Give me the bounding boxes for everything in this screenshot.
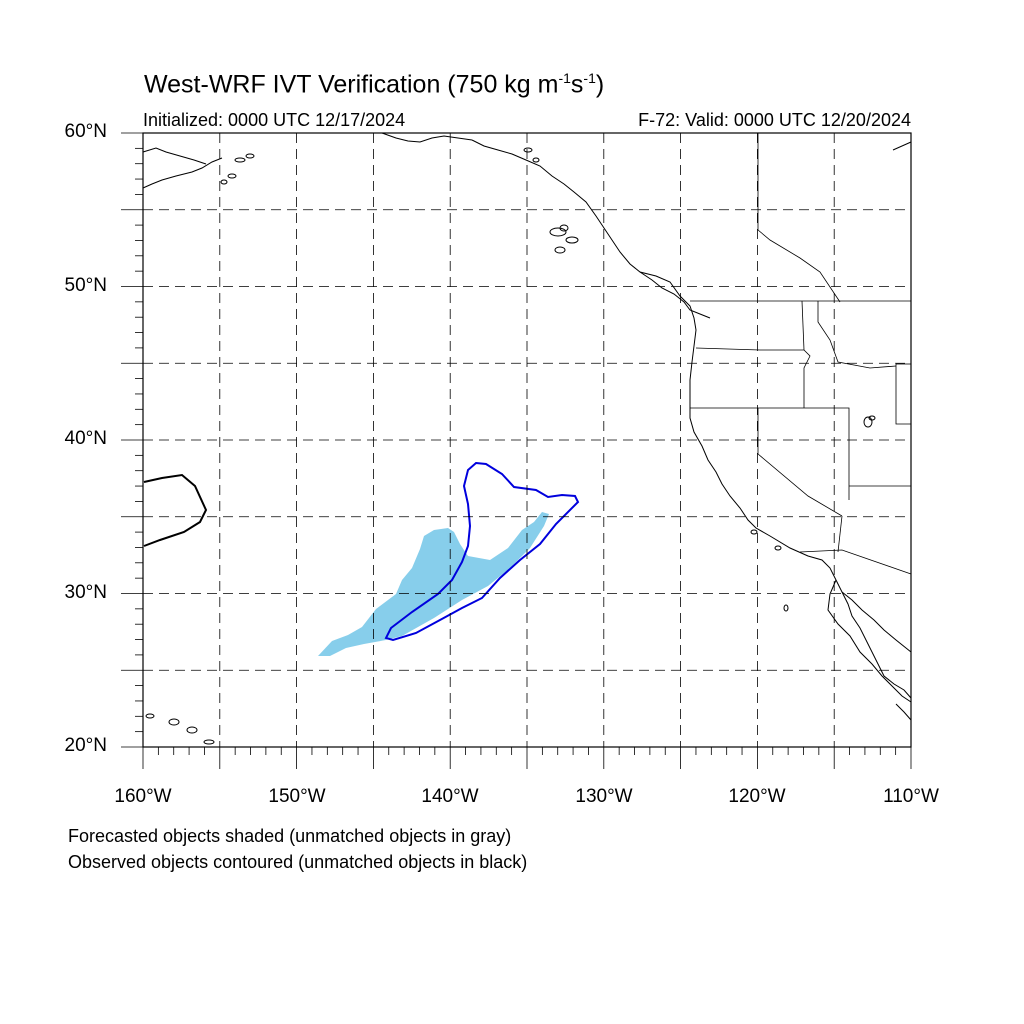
- legend-observed-note: Observed objects contoured (unmatched ob…: [68, 852, 528, 872]
- island: [234, 157, 246, 163]
- axis-ticks: [121, 132, 912, 769]
- lon-label-130w: 130°W: [575, 786, 633, 807]
- island: [245, 153, 255, 159]
- island: [565, 236, 579, 244]
- valid-time: F-72: Valid: 0000 UTC 12/20/2024: [638, 110, 911, 130]
- border-segment: [695, 347, 811, 408]
- island: [220, 179, 228, 185]
- border-segment: [757, 408, 843, 517]
- coastline-segment: [895, 703, 912, 721]
- island: [750, 529, 758, 535]
- lat-label-40n: 40°N: [64, 428, 107, 449]
- coastline-segment: [381, 132, 473, 143]
- border-segment: [690, 407, 850, 500]
- island: [554, 246, 566, 254]
- border-segment: [801, 300, 805, 351]
- coastline-segment: [892, 141, 912, 151]
- island: [227, 173, 237, 179]
- figure-title: West-WRF IVT Verification (750 kg m-1s-1…: [144, 70, 605, 99]
- island: [549, 227, 567, 237]
- political-borders: [690, 133, 912, 575]
- observed-object-unmatched-contour: [143, 473, 208, 547]
- coastlines: [142, 132, 912, 745]
- island: [523, 147, 533, 153]
- initialized-time: Initialized: 0000 UTC 12/17/2024: [143, 110, 406, 130]
- observed-object-matched-contour: [384, 461, 580, 642]
- island: [868, 415, 876, 421]
- coastline-segment: [639, 271, 711, 319]
- border-segment: [799, 549, 912, 575]
- lat-label-20n: 20°N: [64, 735, 107, 756]
- lon-label-150w: 150°W: [268, 786, 326, 807]
- island: [145, 713, 155, 719]
- coastline-segment: [142, 147, 207, 165]
- legend-forecast-note: Forecasted objects shaded (unmatched obj…: [68, 826, 512, 846]
- border-segment: [757, 133, 841, 303]
- border-segment: [837, 515, 843, 553]
- forecast-object-shaded: [318, 512, 549, 656]
- coastline-segment: [841, 591, 912, 653]
- island: [774, 545, 782, 551]
- coastline-segment: [142, 157, 223, 189]
- lon-label-120w: 120°W: [728, 786, 786, 807]
- coastline-segment: [471, 139, 912, 699]
- lon-label-140w: 140°W: [421, 786, 479, 807]
- lon-label-160w: 160°W: [114, 786, 172, 807]
- island: [863, 416, 873, 428]
- island: [532, 157, 540, 163]
- border-segment: [817, 301, 897, 369]
- island: [559, 224, 569, 232]
- lat-label-30n: 30°N: [64, 582, 107, 603]
- lon-label-110w: 110°W: [883, 786, 939, 807]
- lat-label-50n: 50°N: [64, 275, 107, 296]
- map-frame: [142, 132, 912, 748]
- island: [203, 739, 215, 745]
- lat-lon-gridlines: [143, 133, 911, 747]
- border-segment: [895, 364, 911, 425]
- island: [783, 604, 789, 612]
- coastline-segment: [827, 579, 912, 703]
- island: [168, 718, 180, 726]
- lat-label-60n: 60°N: [64, 121, 107, 142]
- island: [186, 726, 198, 734]
